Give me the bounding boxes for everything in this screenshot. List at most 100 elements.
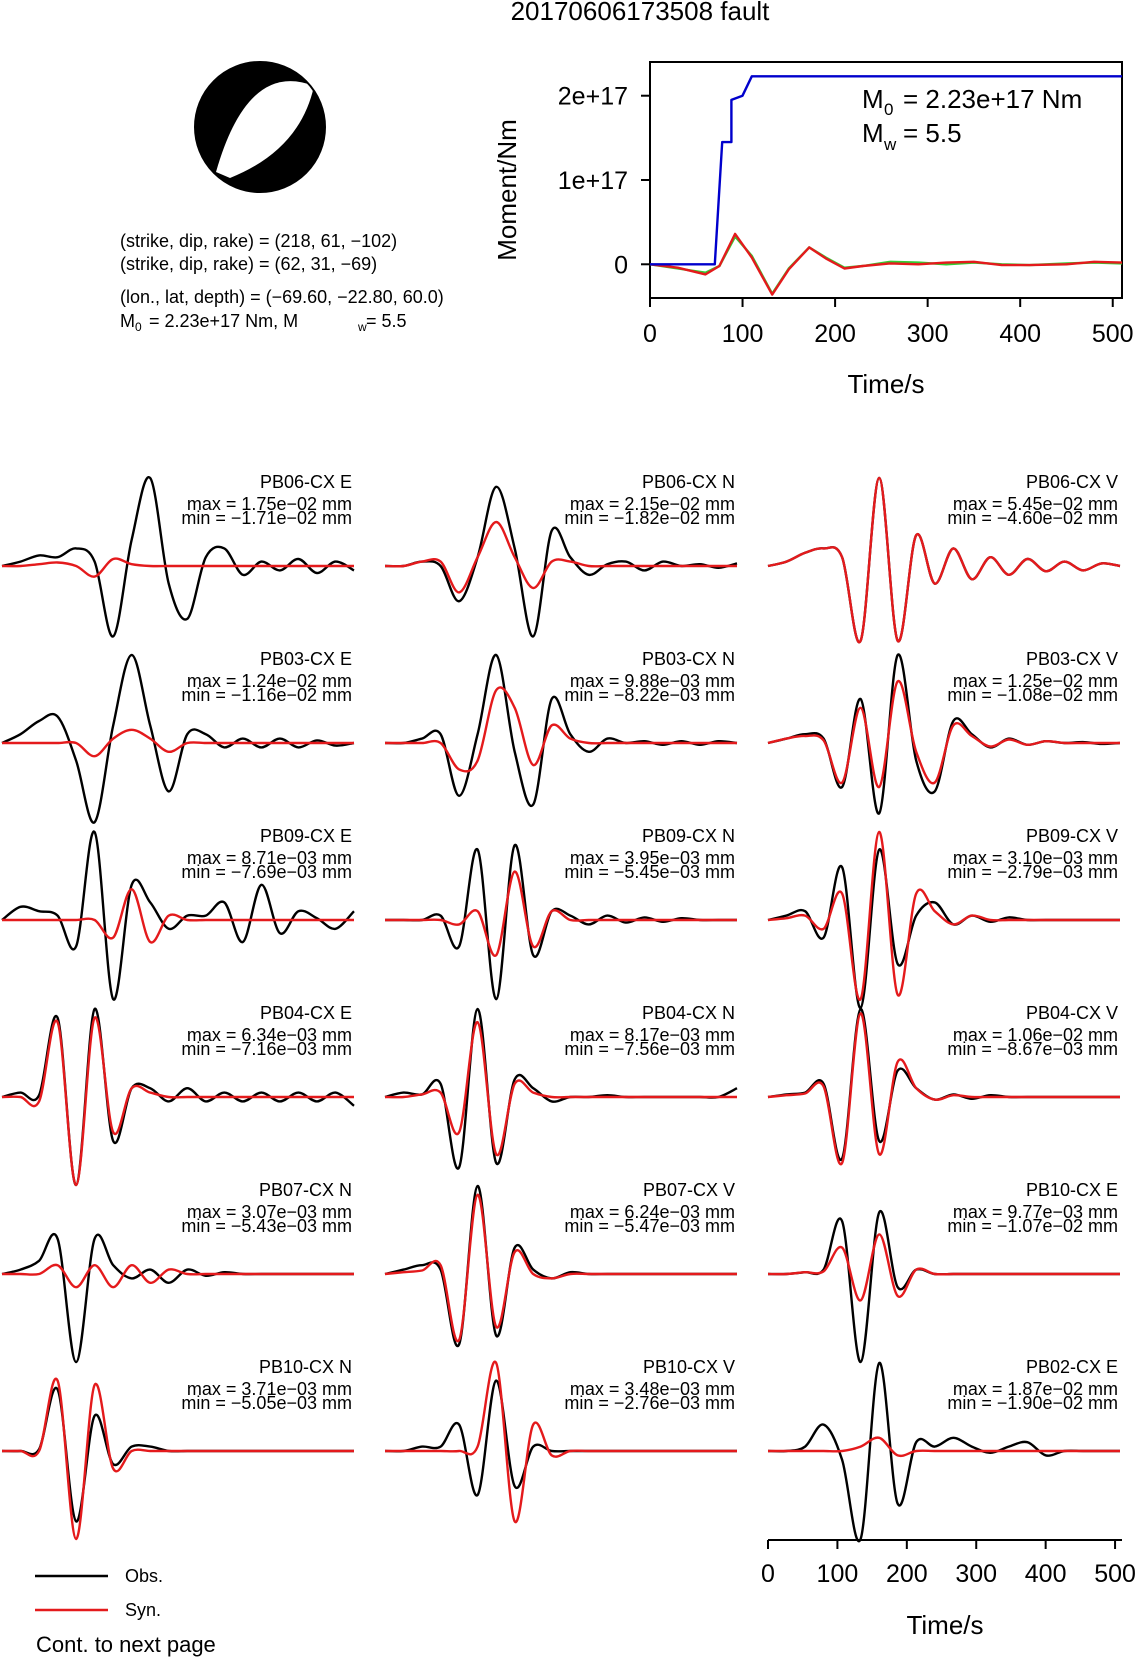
wave-x-tick-label: 300	[955, 1560, 997, 1588]
panel-station-label: PB03-CX E	[260, 649, 352, 669]
panel-station-label: PB04-CX N	[642, 1003, 735, 1023]
syn-trace	[384, 1020, 737, 1157]
obs-trace	[1, 653, 355, 824]
wave-x-tick-label: 500	[1094, 1560, 1136, 1588]
panel-max-label: max = 1.75e−02 mm	[187, 494, 352, 514]
panel-max-label: max = 3.07e−03 mm	[187, 1202, 352, 1222]
page-title: 20170606173508 fault	[511, 0, 771, 26]
moment-annotation-mw-sub: w	[883, 135, 897, 154]
waveform-time-axis: 0 100 200 300 400 500 Time/s	[761, 1539, 1136, 1640]
panel-station-label: PB09-CX V	[1026, 826, 1118, 846]
moment-y-tick-label: 1e+17	[558, 167, 628, 195]
moment-x-tick-label: 400	[999, 320, 1041, 348]
panel-station-label: PB10-CX N	[259, 1357, 352, 1377]
moment-series-line	[650, 75, 1122, 266]
panel-min-label: min = −1.07e−02 mm	[947, 1216, 1118, 1236]
panel-station-label: PB06-CX N	[642, 472, 735, 492]
panel-max-label: max = 8.17e−03 mm	[570, 1025, 735, 1045]
panel-min-label: min = −5.05e−03 mm	[181, 1393, 352, 1413]
moment-chart: 0 100 200 300 400 500 0 1e+17 2e+17 Time/s Moment/…	[492, 61, 1134, 399]
obs-trace	[1, 1233, 354, 1364]
moment-annotation-m0: = 2.23e+17 Nm	[903, 84, 1082, 114]
moment-annotation-m: M	[862, 84, 884, 114]
panel-station-label: PB03-CX V	[1026, 649, 1118, 669]
m0-mw-text: = 2.23e+17 Nm, M	[149, 311, 298, 331]
panel-max-label: max = 9.88e−03 mm	[570, 671, 735, 691]
panel-station-label: PB09-CX N	[642, 826, 735, 846]
syn-trace	[768, 1436, 1120, 1458]
wave-x-axis-label: Time/s	[906, 1610, 983, 1640]
panel-min-label: min = −8.67e−03 mm	[947, 1039, 1118, 1059]
syn-trace	[2, 728, 354, 758]
syn-trace	[384, 870, 737, 957]
panel-station-label: PB06-CX V	[1026, 472, 1118, 492]
mw-text: = 5.5	[366, 311, 407, 331]
strike-dip-rake-2: (strike, dip, rake) = (62, 31, −69)	[120, 254, 377, 274]
panel-station-label: PB09-CX E	[260, 826, 352, 846]
panel-station-label: PB03-CX N	[642, 649, 735, 669]
panel-min-label: min = −1.90e−02 mm	[947, 1393, 1118, 1413]
panel-max-label: max = 1.24e−02 mm	[187, 671, 352, 691]
svg-text:w: w	[357, 320, 367, 334]
syn-trace	[1, 557, 354, 578]
panel-station-label: PB07-CX N	[259, 1180, 352, 1200]
moment-annotation-m-sub: 0	[884, 100, 893, 119]
panel-min-label: min = −2.79e−03 mm	[947, 862, 1118, 882]
panel-max-label: max = 2.15e−02 mm	[570, 494, 735, 514]
panel-max-label: max = 3.48e−03 mm	[570, 1379, 735, 1399]
lon-lat-depth: (lon., lat, depth) = (−69.60, −22.80, 60…	[120, 287, 444, 307]
panel-min-label: min = −7.16e−03 mm	[181, 1039, 352, 1059]
syn-trace	[2, 1263, 354, 1289]
panel-max-label: max = 1.25e−02 mm	[953, 671, 1118, 691]
legend-obs-label: Obs.	[125, 1566, 163, 1586]
panel-max-label: max = 9.77e−03 mm	[953, 1202, 1118, 1222]
panel-max-label: max = 6.34e−03 mm	[187, 1025, 352, 1045]
moment-x-tick-label: 300	[907, 320, 949, 348]
panel-station-label: PB06-CX E	[260, 472, 352, 492]
syn-trace	[385, 1360, 737, 1523]
syn-trace	[767, 1012, 1120, 1166]
panel-min-label: min = −1.82e−02 mm	[564, 508, 735, 528]
panel-max-label: max = 3.95e−03 mm	[570, 848, 735, 868]
moment-y-tick-label: 0	[614, 251, 628, 279]
wave-x-tick-label: 100	[817, 1560, 859, 1588]
panel-station-label: PB10-CX E	[1026, 1180, 1118, 1200]
panel-station-label: PB04-CX E	[260, 1003, 352, 1023]
panel-max-label: max = 5.45e−02 mm	[953, 494, 1118, 514]
panel-min-label: min = −7.69e−03 mm	[181, 862, 352, 882]
svg-text:M: M	[120, 311, 135, 331]
legend-syn-label: Syn.	[125, 1600, 161, 1620]
panel-max-label: max = 3.71e−03 mm	[187, 1379, 352, 1399]
svg-text:0: 0	[135, 320, 142, 334]
panel-min-label: min = −1.71e−02 mm	[181, 508, 352, 528]
panel-max-label: max = 1.06e−02 mm	[953, 1025, 1118, 1045]
panel-min-label: min = −5.47e−03 mm	[564, 1216, 735, 1236]
moment-y-tick-label: 2e+17	[558, 83, 628, 111]
syn-trace	[767, 1233, 1120, 1302]
syn-trace	[2, 1377, 354, 1541]
syn-trace	[385, 686, 737, 773]
wave-x-tick-label: 200	[886, 1560, 928, 1588]
beachball	[194, 61, 326, 193]
wave-x-tick-label: 0	[761, 1560, 775, 1588]
moment-x-tick-label: 500	[1092, 320, 1134, 348]
syn-trace	[767, 680, 1120, 789]
panel-station-label: PB07-CX V	[643, 1180, 735, 1200]
strike-dip-rake-1: (strike, dip, rake) = (218, 61, −102)	[120, 231, 397, 251]
